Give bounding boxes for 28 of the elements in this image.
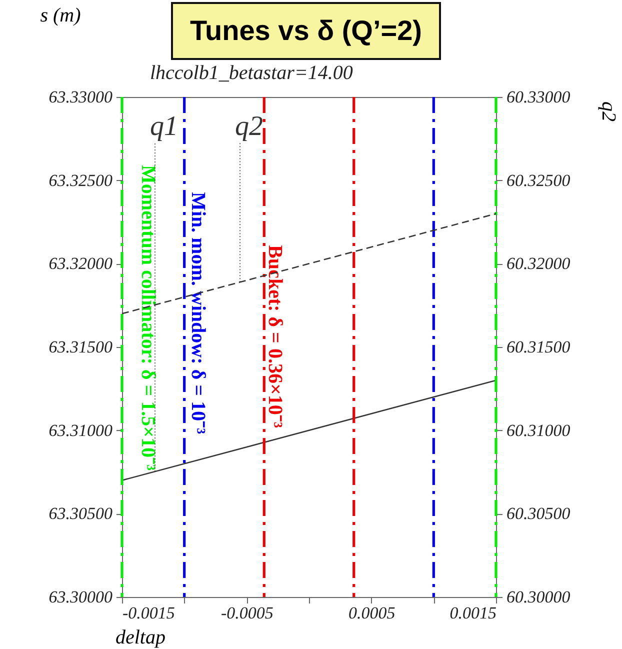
y2-tick-label: 60.33000 <box>506 88 571 106</box>
y-tick-label: 63.32500 <box>48 170 113 190</box>
y-tick-label: 63.31000 <box>48 420 113 440</box>
y-tick-label: 63.30500 <box>48 504 113 524</box>
annotation: Min. mom. window: δ = 10⁻³ <box>187 192 209 434</box>
y-tick-label: 63.30000 <box>48 588 113 606</box>
chart-subtitle: lhccolb1_betastar=14.00 <box>150 62 353 85</box>
y2-tick-label: 60.32500 <box>506 170 571 190</box>
y2-tick-label: 60.31000 <box>506 420 571 440</box>
annotation: Bucket: δ = 0.36×10⁻³ <box>264 245 286 428</box>
text: q1 <box>150 111 178 142</box>
y2-tick-label: 60.30500 <box>506 504 571 524</box>
x-tick-label: -0.0015 <box>122 604 175 622</box>
y2-axis-title: q2 <box>598 102 620 122</box>
annotation: Momentum collimator: δ = 1.5×10⁻³ <box>137 165 159 471</box>
x-axis-title: deltap <box>116 626 166 648</box>
y-tick-label: 63.33000 <box>48 88 113 106</box>
y-tick-label: 63.32000 <box>48 254 113 274</box>
y2-tick-label: 60.32000 <box>506 254 571 274</box>
x-tick-label: 0.0005 <box>348 604 396 622</box>
chart-title: Tunes vs δ (Q’=2) <box>171 2 441 60</box>
y2-tick-label: 60.31500 <box>506 338 571 356</box>
text: q2 <box>235 111 263 142</box>
y2-tick-label: 60.30000 <box>506 588 571 606</box>
y-tick-label: 63.31500 <box>48 338 113 356</box>
y-axis-title: s (m) <box>40 4 82 26</box>
x-tick-label: -0.0005 <box>220 604 274 622</box>
x-tick-label: 0.0015 <box>450 604 496 622</box>
